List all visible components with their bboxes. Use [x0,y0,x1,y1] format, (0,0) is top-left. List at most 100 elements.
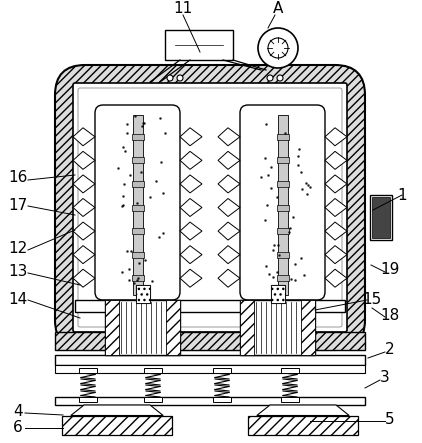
Polygon shape [218,152,240,169]
Text: 16: 16 [8,171,28,186]
Polygon shape [73,152,95,169]
Circle shape [177,75,183,81]
Text: 1: 1 [397,187,407,202]
FancyBboxPatch shape [95,105,180,300]
Bar [132,205,143,210]
Bar [278,115,287,295]
Polygon shape [71,405,163,416]
Polygon shape [325,152,347,169]
Bar [166,300,180,355]
Polygon shape [73,222,95,240]
Text: 11: 11 [173,0,192,16]
Polygon shape [180,198,202,217]
Bar [213,368,231,373]
Bar [133,115,143,295]
Polygon shape [218,198,240,217]
Bar [62,416,172,435]
Polygon shape [180,152,202,169]
Bar [132,228,143,234]
Polygon shape [73,269,95,287]
Bar [135,285,149,303]
Text: 15: 15 [362,292,381,307]
Bar [132,134,143,140]
Polygon shape [180,269,202,287]
Bar [105,300,180,355]
Polygon shape [325,175,347,193]
Circle shape [258,28,298,68]
Text: 6: 6 [13,420,23,435]
Circle shape [277,75,283,81]
Text: A: A [273,0,283,16]
Polygon shape [180,245,202,264]
Bar [132,157,143,163]
Bar [135,285,149,303]
Polygon shape [218,269,240,287]
Circle shape [268,38,288,58]
Bar [132,275,143,281]
Text: 19: 19 [380,263,400,277]
Text: 4: 4 [13,404,23,420]
Bar [276,205,289,210]
Text: 13: 13 [8,264,28,280]
Bar [105,300,119,355]
Bar [301,300,315,355]
Text: 18: 18 [380,307,400,323]
Bar [213,397,231,402]
Bar [276,134,289,140]
Bar [271,285,284,303]
Bar [276,252,289,258]
Polygon shape [325,128,347,146]
Bar [276,181,289,187]
FancyBboxPatch shape [73,83,347,332]
Bar [55,365,365,373]
Bar [276,157,289,163]
Polygon shape [73,175,95,193]
Polygon shape [325,245,347,264]
Circle shape [267,75,273,81]
Polygon shape [325,222,347,240]
Polygon shape [325,198,347,217]
Bar [240,300,315,355]
Bar [79,368,97,373]
Bar [165,30,233,60]
Bar [281,368,299,373]
Polygon shape [218,222,240,240]
Bar [75,300,345,312]
Bar [55,355,365,365]
Bar [79,397,97,402]
Bar [132,252,143,258]
Bar [144,397,162,402]
Polygon shape [180,128,202,146]
Polygon shape [218,175,240,193]
Bar [55,397,365,405]
Polygon shape [180,175,202,193]
Text: 12: 12 [8,241,27,256]
Text: 17: 17 [8,198,27,213]
Bar [276,275,289,281]
Text: 3: 3 [380,370,390,385]
Polygon shape [257,405,349,416]
Bar [248,416,358,435]
Polygon shape [73,198,95,217]
Bar [144,368,162,373]
Bar [372,197,390,238]
Polygon shape [73,245,95,264]
Polygon shape [180,222,202,240]
Text: 14: 14 [8,292,27,307]
Polygon shape [218,245,240,264]
Bar [132,181,143,187]
Bar [370,195,392,240]
Bar [276,228,289,234]
Polygon shape [218,128,240,146]
Polygon shape [73,128,95,146]
Text: 2: 2 [385,342,395,358]
Circle shape [167,75,173,81]
Bar [281,397,299,402]
Text: 5: 5 [385,412,395,427]
FancyBboxPatch shape [240,105,325,300]
Bar [55,332,365,350]
Bar [240,300,254,355]
Bar [271,285,284,303]
Polygon shape [325,269,347,287]
FancyBboxPatch shape [55,65,365,350]
